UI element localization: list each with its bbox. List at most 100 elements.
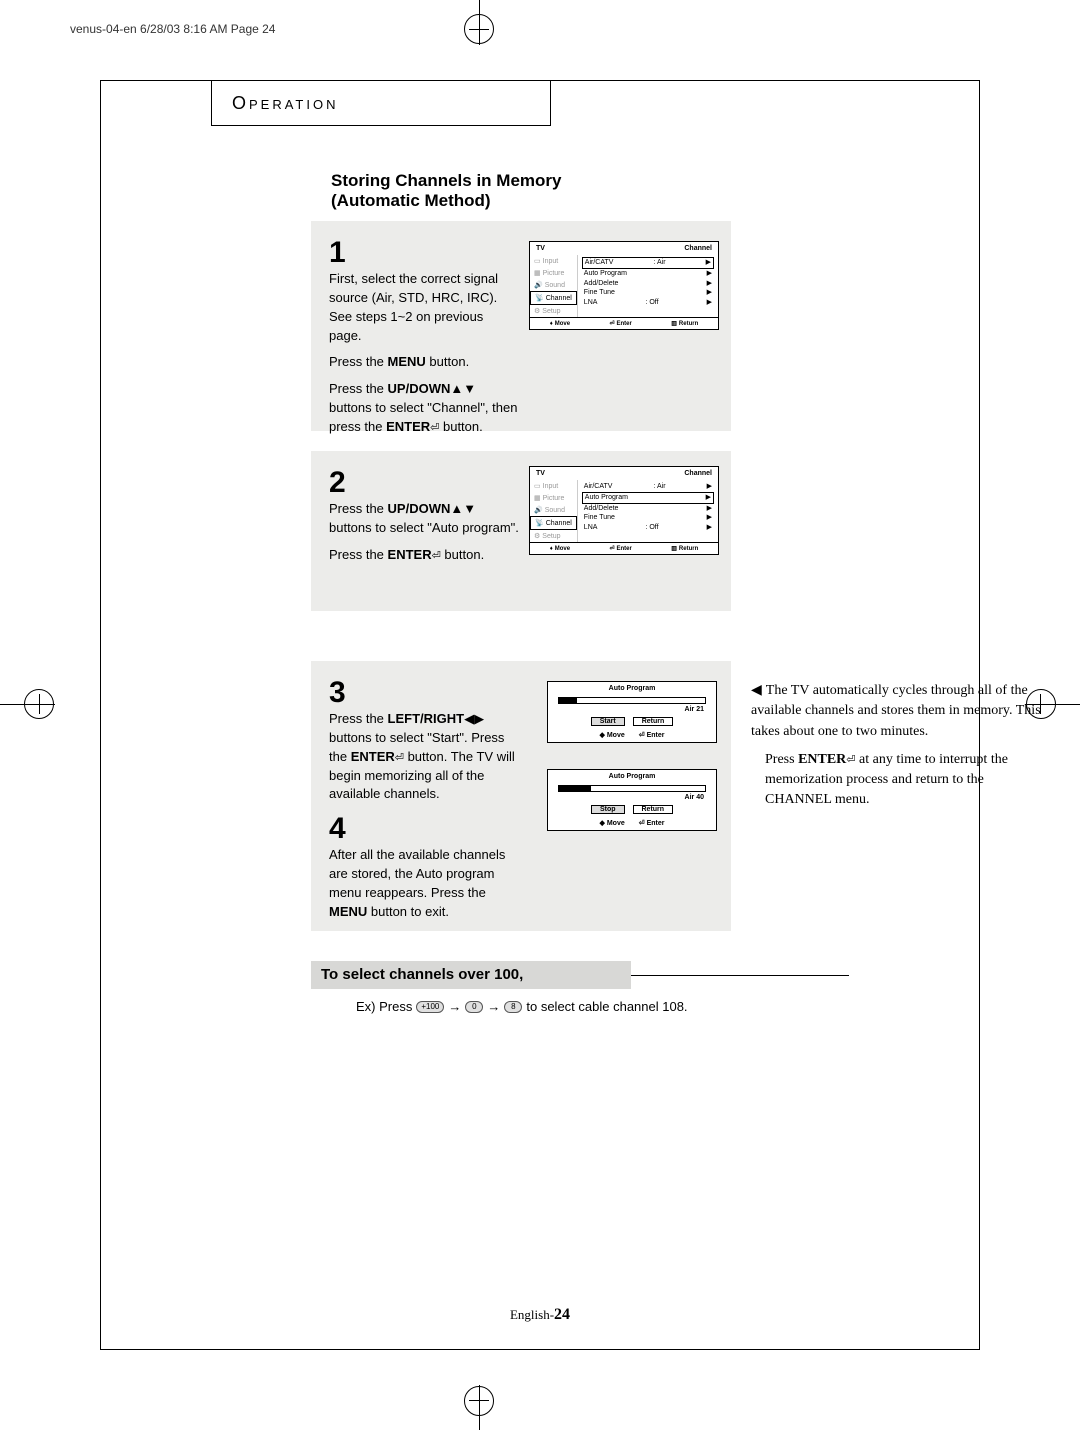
enter-icon: ⏎ <box>609 320 614 327</box>
step1-p2: Press the MENU button. <box>329 353 519 372</box>
sidebar-item: Picture <box>543 495 565 502</box>
footer-move: Move <box>555 546 570 552</box>
crop-mark <box>469 29 489 30</box>
enter-icon: ⏎ <box>639 820 645 827</box>
step1-p1: First, select the correct signal source … <box>329 270 519 345</box>
osd-row-value: : Off <box>645 298 658 308</box>
heading-line-1: Storing Channels in Memory <box>331 171 561 191</box>
sidebar-item: Setup <box>542 533 560 540</box>
step1-p3: Press the UP/DOWN▲▼ buttons to select "C… <box>329 380 519 437</box>
return-icon: ▥ <box>671 545 677 552</box>
osd-row-label: Auto Program <box>584 269 627 279</box>
setup-icon: ⚙ <box>534 532 540 540</box>
step4-p1: After all the available channels are sto… <box>329 846 519 921</box>
remote-button-0: 0 <box>465 1001 483 1013</box>
step-text: Press the LEFT/RIGHT◀▶ buttons to select… <box>329 710 519 804</box>
page-number: English-24 <box>510 1306 570 1324</box>
step-panel-1: 1 First, select the correct signal sourc… <box>311 221 731 431</box>
footer-enter: Enter <box>647 820 665 827</box>
channel-icon: 📡 <box>535 519 544 527</box>
picture-icon: ▦ <box>534 269 541 277</box>
section-heading: Storing Channels in Memory (Automatic Me… <box>331 171 561 211</box>
osd-sidebar: ▭Input ▦Picture 🔊Sound 📡Channel ⚙Setup <box>530 255 578 317</box>
channels-over-100-heading: To select channels over 100, <box>311 961 849 976</box>
osd-row-label: Add/Delete <box>584 279 619 289</box>
osd-row-label: Fine Tune <box>584 513 615 523</box>
return-button: Return <box>633 717 674 726</box>
side-note: ◀The TV automatically cycles through all… <box>751 681 1041 819</box>
heading-line-2: (Automatic Method) <box>331 191 561 211</box>
sidenote-p1: ◀The TV automatically cycles through all… <box>751 681 1041 742</box>
updown-icon: ♦ <box>550 546 553 552</box>
osd-row-value: : Air <box>654 482 666 492</box>
crop-mark <box>469 1400 489 1401</box>
osd-menu-1: TV Channel ▭Input ▦Picture 🔊Sound 📡Chann… <box>529 241 719 330</box>
osd-main: Air/CATV: Air▶ Auto Program▶ Add/Delete▶… <box>578 255 718 317</box>
sidebar-item: Sound <box>545 282 565 289</box>
channel-icon: 📡 <box>535 294 544 302</box>
sidebar-item: Input <box>543 483 559 490</box>
sidebar-item: Input <box>543 258 559 265</box>
footer-move: Move <box>607 732 625 739</box>
step-panel-3-4: 3 Press the LEFT/RIGHT◀▶ buttons to sele… <box>311 661 731 931</box>
sound-icon: 🔊 <box>534 506 543 514</box>
footer-enter: Enter <box>617 321 632 327</box>
remote-button-8: 8 <box>504 1001 522 1013</box>
osd-row-label: Fine Tune <box>584 288 615 298</box>
progress-bar-fill <box>559 698 577 703</box>
osd-row-label: Add/Delete <box>584 504 619 514</box>
sound-icon: 🔊 <box>534 281 543 289</box>
osd-main: Air/CATV: Air▶ Auto Program▶ Add/Delete▶… <box>578 480 718 542</box>
sidebar-item: Setup <box>542 308 560 315</box>
step3-p1: Press the LEFT/RIGHT◀▶ buttons to select… <box>329 710 519 804</box>
sidenote-p2: Press ENTER⏎ at any time to interrupt th… <box>751 750 1041 811</box>
osd-row-value: : Air <box>654 258 666 268</box>
setup-icon: ⚙ <box>534 307 540 315</box>
footer-move: Move <box>555 321 570 327</box>
progress-bar-fill <box>559 786 591 791</box>
footer-move: Move <box>607 820 625 827</box>
return-icon: ▥ <box>671 320 677 327</box>
osd-sidebar: ▭Input ▦Picture 🔊Sound 📡Channel ⚙Setup <box>530 480 578 542</box>
sidebar-item: Channel <box>546 295 572 302</box>
stop-button: Stop <box>591 805 625 814</box>
footer-enter: Enter <box>647 732 665 739</box>
footer-enter: Enter <box>617 546 632 552</box>
step-text: After all the available channels are sto… <box>329 846 519 921</box>
crop-mark <box>39 694 40 714</box>
auto-program-box-2: Auto Program Air 40 Stop Return ◆ Move ⏎… <box>547 769 717 831</box>
osd-row-label: Auto Program <box>585 493 628 503</box>
osd-channel-label: Channel <box>684 245 712 252</box>
remote-button-100: +100 <box>416 1001 444 1013</box>
osd-row-value: : Off <box>645 523 658 533</box>
picture-icon: ▦ <box>534 494 541 502</box>
channels-over-100-example: Ex) Press +100 → 0 → 8 to select cable c… <box>356 999 688 1014</box>
input-icon: ▭ <box>534 257 541 265</box>
osd-row-label: Air/CATV <box>585 258 614 268</box>
step-text: First, select the correct signal source … <box>329 270 519 437</box>
heading-text: To select channels over 100, <box>311 961 631 989</box>
step-panel-2: 2 Press the UP/DOWN▲▼ buttons to select … <box>311 451 731 611</box>
ap-channel-label: Air 21 <box>548 706 716 715</box>
ap-title: Auto Program <box>548 682 716 695</box>
leftright-icon: ◆ <box>600 820 605 827</box>
osd-row-label: LNA <box>584 523 598 533</box>
footer-return: Return <box>679 546 698 552</box>
osd-menu-2: TV Channel ▭Input ▦Picture 🔊Sound 📡Chann… <box>529 466 719 555</box>
sidebar-item: Picture <box>543 270 565 277</box>
heading-rule <box>631 975 849 976</box>
start-button: Start <box>591 717 625 726</box>
sidebar-item: Channel <box>546 520 572 527</box>
step2-p1: Press the UP/DOWN▲▼ buttons to select "A… <box>329 500 519 538</box>
osd-row-label: LNA <box>584 298 598 308</box>
ap-channel-label: Air 40 <box>548 794 716 803</box>
osd-tv-label: TV <box>536 470 545 477</box>
footer-return: Return <box>679 321 698 327</box>
input-icon: ▭ <box>534 482 541 490</box>
file-meta: venus-04-en 6/28/03 8:16 AM Page 24 <box>70 22 275 36</box>
ap-title: Auto Program <box>548 770 716 783</box>
osd-channel-label: Channel <box>684 470 712 477</box>
operation-title-box: Operation <box>211 81 551 126</box>
step2-p2: Press the ENTER⏎ button. <box>329 546 519 565</box>
osd-tv-label: TV <box>536 245 545 252</box>
